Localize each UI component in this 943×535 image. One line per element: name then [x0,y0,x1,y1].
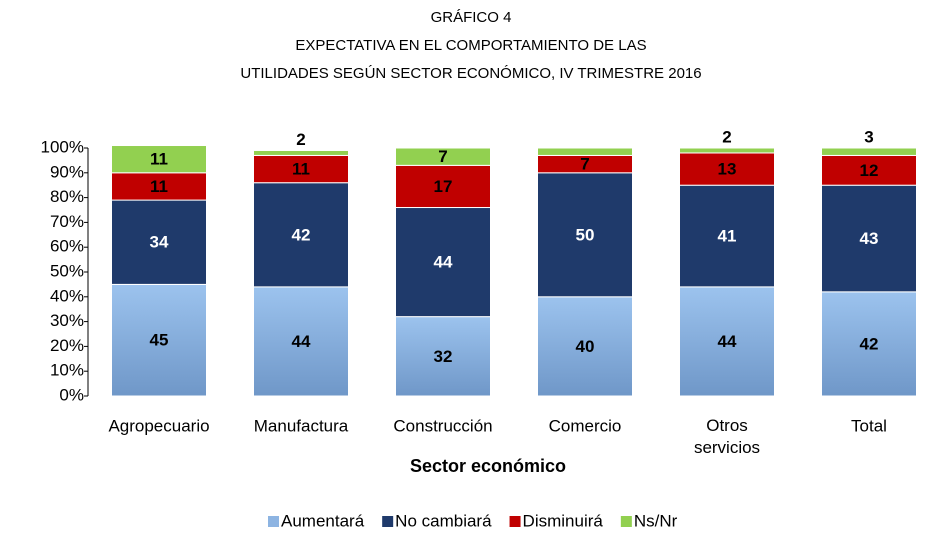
bar-segment [253,286,349,397]
data-label: 45 [150,331,169,350]
legend-swatch [509,516,521,527]
bar-segment [253,154,349,184]
bar-segment [111,199,207,285]
x-tick-label: Total [851,416,887,435]
data-label: 13 [718,160,737,179]
legend-label: Ns/Nr [634,511,678,530]
data-label: 32 [434,347,453,366]
x-tick-label: Agropecuario [108,416,209,435]
bar-segment [111,283,207,397]
data-label: 2 [296,130,305,149]
bar-segment [679,147,775,154]
y-tick-label: 70% [50,212,84,231]
x-tick-label-line: Otros [706,416,748,435]
x-tick-label-line: servicios [694,438,760,457]
bar-segment [111,145,207,174]
bar-segment [253,149,349,156]
data-label: 3 [864,127,873,146]
bar-segment [537,296,633,397]
y-tick-label: 20% [50,336,84,355]
data-label: 11 [292,160,310,179]
y-tick-label: 100% [41,137,84,156]
bar-segment [679,184,775,288]
x-tick-label: Comercio [549,416,622,435]
bar-segment [395,147,491,166]
data-label: 34 [150,233,169,252]
y-tick-label: 30% [50,311,84,330]
bar-segment [253,182,349,288]
bar-segment [395,164,491,209]
data-label: 44 [292,332,311,351]
bar-segment [679,286,775,397]
y-tick-label: 90% [50,162,84,181]
data-label: 44 [718,332,737,351]
y-tick-label: 60% [50,237,84,256]
x-tick-label: Manufactura [254,416,349,435]
data-label: 42 [860,334,879,353]
data-label: 42 [292,225,311,244]
y-tick-label: 10% [50,361,84,380]
data-label: 17 [434,177,453,196]
y-tick-label: 40% [50,286,84,305]
bar-segment [821,291,917,397]
legend-swatch [620,516,632,527]
title-line: GRÁFICO 4 [431,9,512,26]
data-label: 2 [722,127,731,146]
y-tick-label: 0% [59,385,84,404]
x-tick-label: Construcción [393,416,492,435]
data-label: 44 [434,253,453,272]
y-tick-label: 80% [50,187,84,206]
bar-segment [537,172,633,298]
y-tick-label: 50% [50,261,84,280]
legend-label: Aumentará [281,511,365,530]
data-label: 50 [576,225,595,244]
legend-label: No cambiará [395,511,492,530]
data-label: 7 [438,147,447,166]
data-label: 7 [580,155,589,174]
bar-segment [821,184,917,293]
data-label: 41 [718,227,737,246]
bar-segment [821,154,917,186]
data-label: 11 [150,150,168,169]
legend-swatch [382,516,394,527]
bar-segment [821,147,917,156]
data-label: 11 [150,177,168,196]
data-label: 12 [860,161,879,180]
legend-label: Disminuirá [523,511,604,530]
bar-segment [537,147,633,156]
bar-segment [679,152,775,186]
data-label: 40 [576,337,595,356]
x-tick-label: Otros servicios [694,416,760,457]
data-label: 43 [860,229,879,248]
bar-segment [395,316,491,397]
title-line: UTILIDADES SEGÚN SECTOR ECONÓMICO, IV TR… [240,65,701,82]
legend-swatch [268,516,279,527]
x-axis-label: Sector económico [410,456,566,476]
title-line: EXPECTATIVA EN EL COMPORTAMIENTO DE LAS [295,37,646,54]
